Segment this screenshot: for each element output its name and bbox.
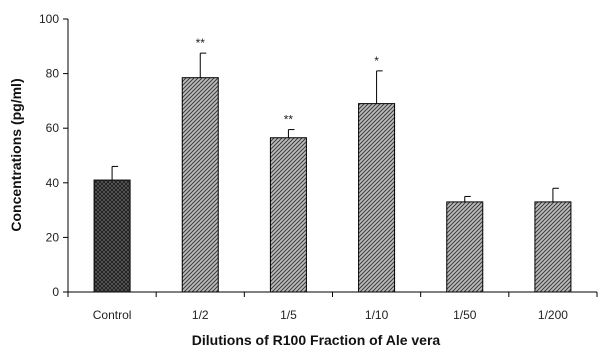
bar-control <box>93 179 131 293</box>
y-tick-label: 60 <box>46 121 60 135</box>
bar-1-200 <box>534 201 572 293</box>
bar-1-5 <box>269 137 307 293</box>
y-tick-label: 0 <box>52 285 59 299</box>
x-tick-label: 1/50 <box>453 308 477 322</box>
plot-area: 0 20 40 60 80 100 Control ** 1/2 ** 1/5 * 1/10 1/50 1/… <box>39 12 598 322</box>
y-tick-label: 100 <box>39 12 59 26</box>
x-tick-label: 1/2 <box>192 308 209 322</box>
significance-label: ** <box>196 36 206 50</box>
significance-label: * <box>374 54 379 68</box>
bar-1-2 <box>181 77 219 293</box>
y-tick-label: 40 <box>46 176 60 190</box>
x-tick-label: 1/5 <box>280 308 297 322</box>
bar-1-50 <box>446 201 484 293</box>
significance-label: ** <box>284 113 294 127</box>
y-tick-label: 80 <box>46 67 60 81</box>
x-tick-label: 1/200 <box>538 308 568 322</box>
x-tick-label: Control <box>93 308 132 322</box>
x-axis-title: Dilutions of R100 Fraction of Ale vera <box>192 332 441 348</box>
y-tick-label: 20 <box>46 230 60 244</box>
y-axis-title: Concentrations (pg/ml) <box>8 78 24 231</box>
x-tick-label: 1/10 <box>365 308 389 322</box>
bar-1-10 <box>358 103 396 293</box>
